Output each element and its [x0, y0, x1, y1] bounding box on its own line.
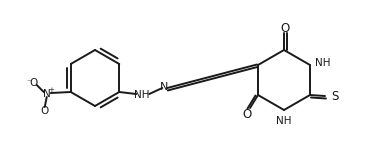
Text: N: N	[43, 89, 51, 99]
Text: O: O	[41, 106, 49, 116]
Text: NH: NH	[276, 116, 292, 126]
Text: N: N	[160, 82, 168, 92]
Text: NH: NH	[134, 90, 150, 100]
Text: NH: NH	[315, 58, 331, 68]
Text: S: S	[331, 90, 338, 104]
Text: O: O	[30, 78, 38, 88]
Text: O: O	[242, 109, 251, 121]
Text: O: O	[280, 22, 289, 36]
Text: ⁻: ⁻	[27, 77, 31, 87]
Text: +: +	[48, 87, 54, 93]
